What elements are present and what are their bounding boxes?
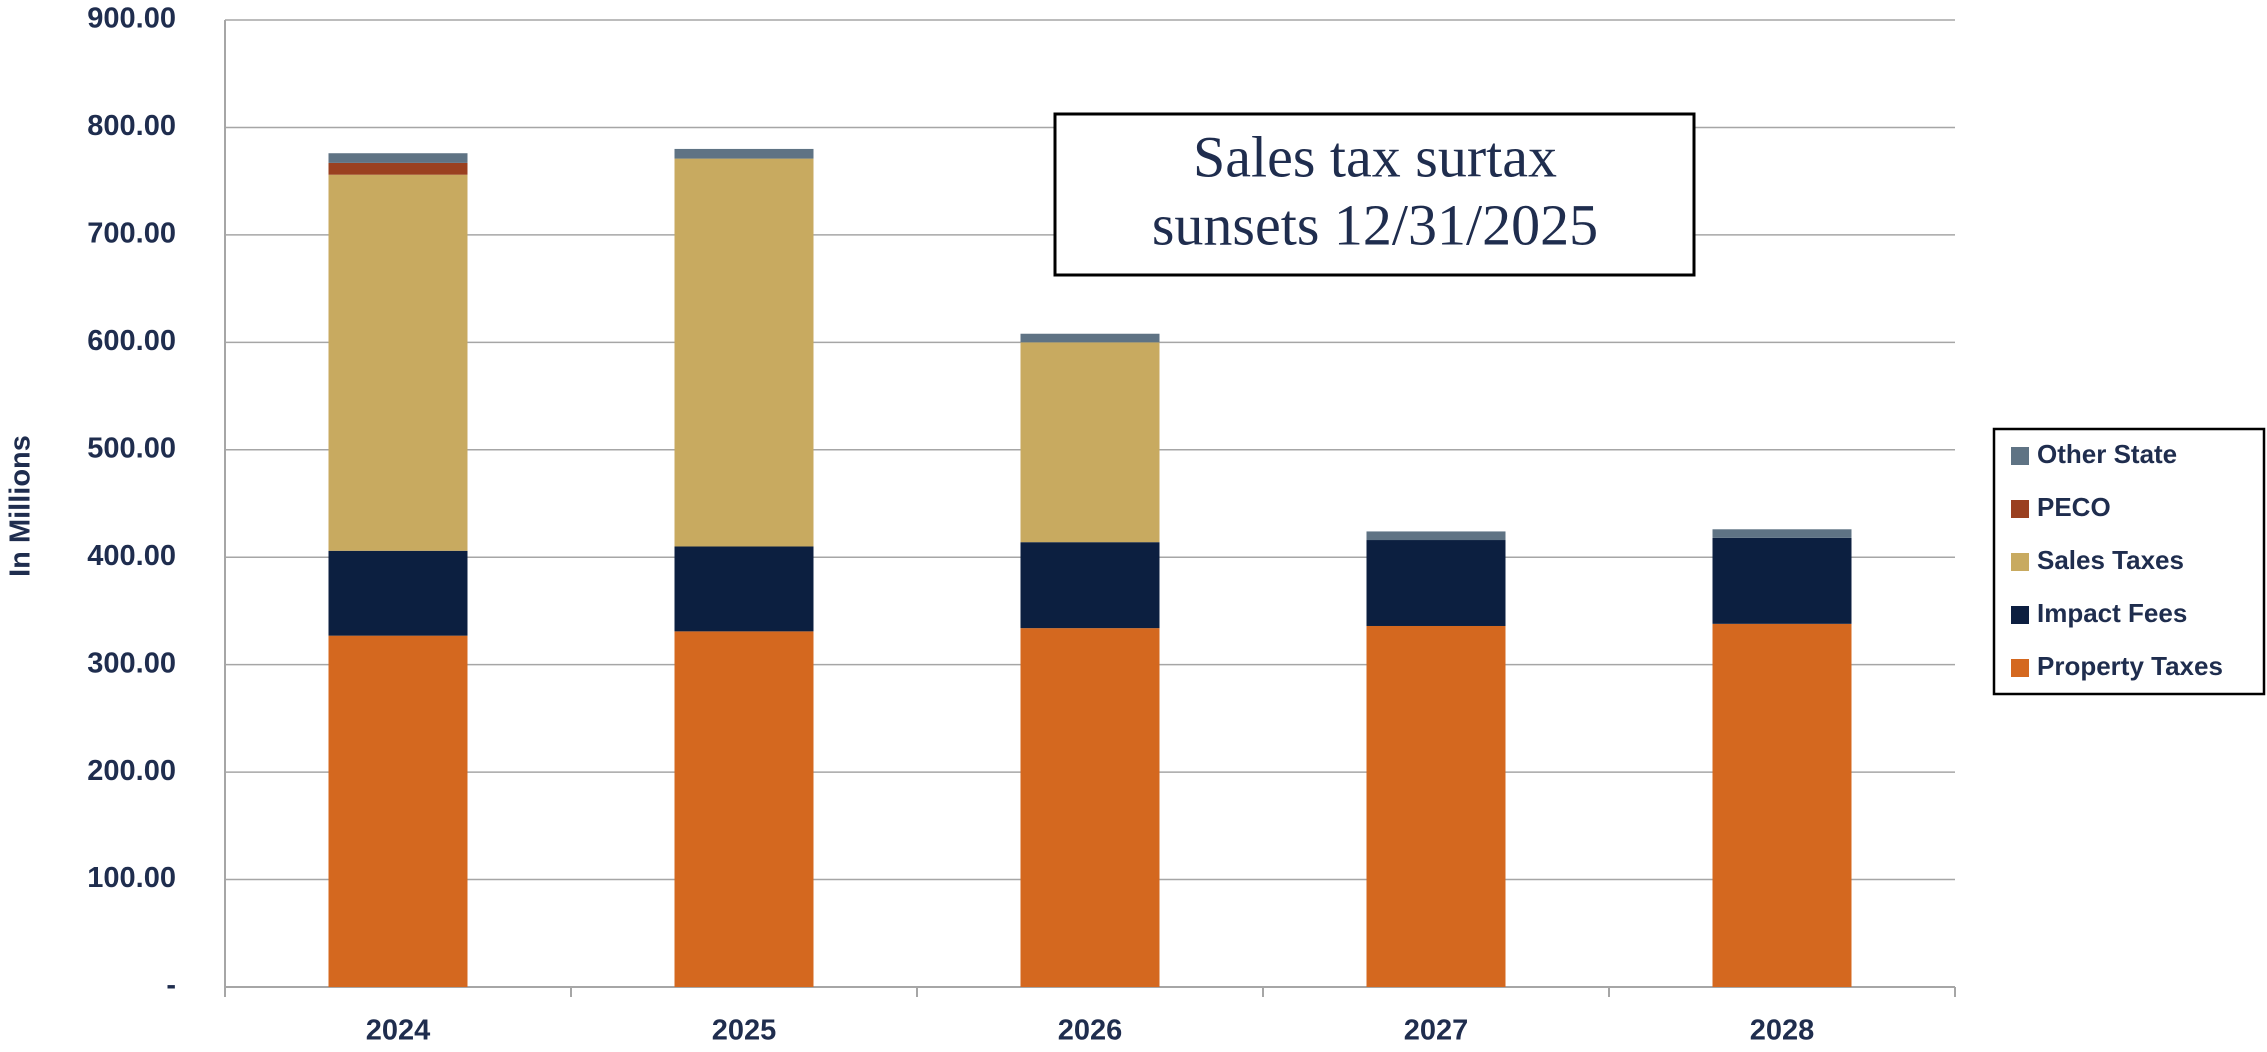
y-axis-label: In Millions xyxy=(5,435,37,577)
y-tick-label: 800.00 xyxy=(87,110,176,142)
bar-segment xyxy=(1712,529,1852,538)
legend-label: PECO xyxy=(2037,492,2111,522)
y-tick-label: 300.00 xyxy=(87,647,176,679)
y-tick-label: 400.00 xyxy=(87,540,176,572)
annotation-box xyxy=(1053,112,1696,277)
bar-segment xyxy=(1020,628,1160,987)
y-tick-label: 600.00 xyxy=(87,325,176,357)
bar-segment xyxy=(328,162,468,175)
bar-segment xyxy=(328,635,468,987)
annotation-text: sunsets 12/31/2025 xyxy=(1152,192,1598,257)
legend-swatch xyxy=(2011,500,2029,518)
legend-swatch xyxy=(2011,659,2029,677)
bar-segment xyxy=(328,174,468,551)
bar-segment xyxy=(1712,623,1852,987)
y-tick-label: - xyxy=(166,970,176,1002)
y-tick-label: 700.00 xyxy=(87,218,176,250)
bar-segment xyxy=(328,153,468,163)
bar-segment xyxy=(1366,540,1506,626)
legend-swatch xyxy=(2011,447,2029,465)
y-tick-label: 500.00 xyxy=(87,432,176,464)
bar-segment xyxy=(328,550,468,636)
y-tick-label: 100.00 xyxy=(87,862,176,894)
legend-label: Impact Fees xyxy=(2037,598,2187,628)
bar-segment xyxy=(1366,531,1506,541)
legend-label: Property Taxes xyxy=(2037,651,2223,681)
legend-swatch xyxy=(2011,553,2029,571)
bar-segment xyxy=(674,631,814,987)
bar-segment xyxy=(674,148,814,159)
bar-segment xyxy=(1020,333,1160,343)
x-tick-label: 2025 xyxy=(712,1015,777,1047)
legend-label: Other State xyxy=(2037,439,2177,469)
annotation-text: Sales tax surtax xyxy=(1193,124,1557,189)
x-tick-label: 2028 xyxy=(1750,1015,1815,1047)
x-tick-label: 2026 xyxy=(1058,1015,1123,1047)
bar-segment xyxy=(674,158,814,547)
bar-segment xyxy=(1366,625,1506,987)
bar-segment xyxy=(674,546,814,632)
legend-label: Sales Taxes xyxy=(2037,545,2184,575)
x-tick-label: 2027 xyxy=(1404,1015,1469,1047)
legend-box xyxy=(1992,427,2266,696)
bar-segment xyxy=(1712,537,1852,624)
legend-swatch xyxy=(2011,606,2029,624)
bar-segment xyxy=(1020,342,1160,543)
x-tick-label: 2024 xyxy=(366,1015,431,1047)
y-tick-label: 200.00 xyxy=(87,755,176,787)
y-tick-label: 900.00 xyxy=(87,3,176,35)
bar-segment xyxy=(1020,542,1160,629)
